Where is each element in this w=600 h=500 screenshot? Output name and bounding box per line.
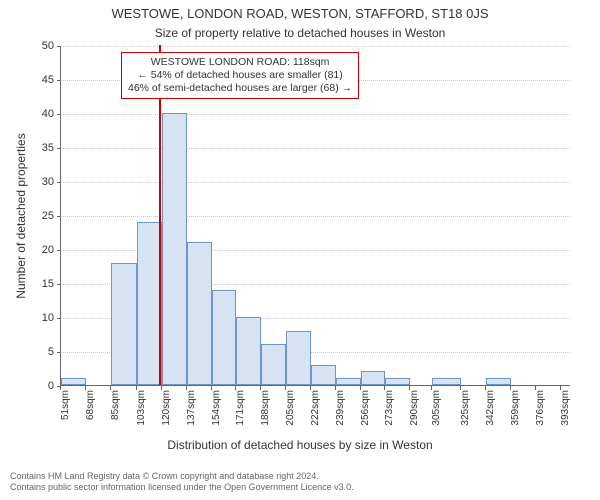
xtick-label: 137sqm [186, 390, 197, 426]
histogram-bar [162, 113, 187, 385]
histogram-bar [286, 331, 311, 385]
ytick-label: 15 [42, 278, 54, 290]
footer-line2: Contains public sector information licen… [10, 482, 354, 494]
xtick-label: 154sqm [211, 390, 222, 426]
x-axis-ticks: 51sqm 68sqm 85sqm 103sqm 120sqm 137sqm 154sqm 1… [60, 386, 570, 436]
annotation-line2: ← 54% of detached houses are smaller (81… [128, 69, 352, 82]
histogram-bar [61, 378, 86, 385]
xtick-label: 222sqm [310, 390, 321, 426]
ytick-label: 5 [48, 346, 54, 358]
footer-line1: Contains HM Land Registry data © Crown c… [10, 471, 354, 483]
xtick-label: 256sqm [360, 390, 371, 426]
xtick-label: 51sqm [60, 390, 71, 420]
ytick-label: 20 [42, 244, 54, 256]
ytick-label: 25 [42, 210, 54, 222]
plot-region: WESTOWE LONDON ROAD: 118sqm ← 54% of det… [60, 46, 570, 386]
histogram-bar [385, 378, 410, 385]
histogram-bar [187, 242, 212, 385]
ytick-label: 35 [42, 142, 54, 154]
xtick-label: 342sqm [485, 390, 496, 426]
xtick-label: 68sqm [85, 390, 96, 420]
x-axis-label: Distribution of detached houses by size … [0, 438, 600, 452]
xtick-label: 103sqm [136, 390, 147, 426]
ytick-label: 40 [42, 108, 54, 120]
xtick-label: 376sqm [535, 390, 546, 426]
ytick-label: 10 [42, 312, 54, 324]
xtick-label: 325sqm [460, 390, 471, 426]
xtick-label: 205sqm [285, 390, 296, 426]
annotation-line3: 46% of semi-detached houses are larger (… [128, 82, 352, 95]
histogram-bar [311, 365, 336, 385]
footer-attribution: Contains HM Land Registry data © Crown c… [10, 471, 354, 494]
histogram-bar [261, 344, 286, 385]
xtick-label: 273sqm [384, 390, 395, 426]
histogram-bar [336, 378, 361, 385]
chart-subtitle: Size of property relative to detached ho… [0, 26, 600, 40]
histogram-bar [432, 378, 461, 385]
xtick-label: 239sqm [335, 390, 346, 426]
y-axis-ticks: 05101520253035404550 [20, 46, 60, 386]
ytick-label: 50 [42, 40, 54, 52]
ytick-label: 45 [42, 74, 54, 86]
histogram-bar [212, 290, 237, 385]
xtick-label: 120sqm [161, 390, 172, 426]
ytick-label: 30 [42, 176, 54, 188]
annotation-callout: WESTOWE LONDON ROAD: 118sqm ← 54% of det… [121, 52, 359, 99]
xtick-label: 188sqm [260, 390, 271, 426]
annotation-line1: WESTOWE LONDON ROAD: 118sqm [128, 56, 352, 69]
xtick-label: 85sqm [110, 390, 121, 420]
xtick-label: 393sqm [560, 390, 571, 426]
xtick-label: 171sqm [235, 390, 246, 426]
ytick-label: 0 [48, 380, 54, 392]
histogram-bar [361, 371, 386, 385]
histogram-bar [236, 317, 261, 385]
chart-area: WESTOWE LONDON ROAD: 118sqm ← 54% of det… [60, 46, 570, 386]
chart-title: WESTOWE, LONDON ROAD, WESTON, STAFFORD, … [0, 6, 600, 21]
xtick-label: 290sqm [409, 390, 420, 426]
histogram-bar [111, 263, 137, 385]
xtick-label: 305sqm [431, 390, 442, 426]
histogram-bar [486, 378, 511, 385]
xtick-label: 359sqm [510, 390, 521, 426]
